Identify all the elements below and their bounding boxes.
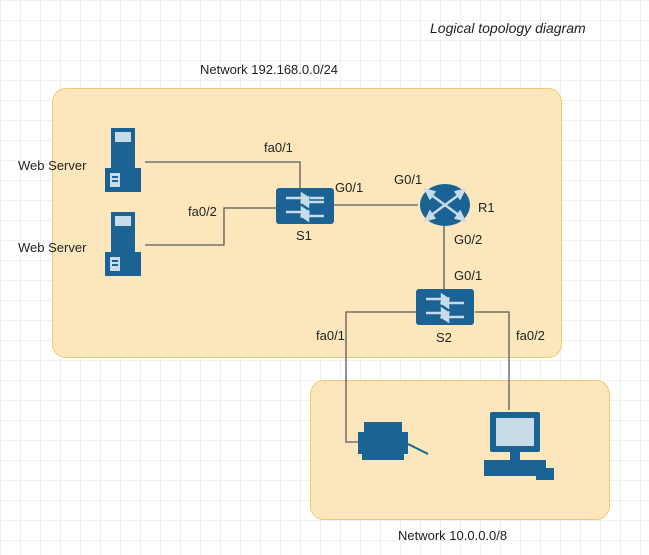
- edge-label-web1-s1: fa0/1: [264, 140, 293, 155]
- node-switch-s1: [276, 188, 334, 229]
- switch-icon: [276, 188, 334, 224]
- printer-icon: [358, 422, 430, 466]
- edge-label-s2-r1: G0/1: [454, 268, 482, 283]
- region-net2: [310, 380, 610, 520]
- region-net2-label: Network 10.0.0.0/8: [398, 528, 507, 543]
- diagram-canvas: Logical topology diagram Network 192.168…: [0, 0, 649, 555]
- node-switch-s2-label: S2: [436, 330, 452, 345]
- server-icon: [105, 212, 149, 282]
- node-web-server-1: [105, 128, 149, 203]
- edge-label-r1-s2: G0/2: [454, 232, 482, 247]
- node-router-r1: [418, 182, 472, 233]
- switch-icon: [416, 289, 474, 325]
- edge-label-s1-r1: G0/1: [335, 180, 363, 195]
- node-pc: [480, 408, 558, 491]
- pc-icon: [480, 408, 558, 486]
- edge-label-s2-printer: fa0/1: [316, 328, 345, 343]
- server-icon: [105, 128, 149, 198]
- router-icon: [418, 182, 472, 228]
- edge-label-web2-s1: fa0/2: [188, 204, 217, 219]
- node-web-server-1-label: Web Server: [18, 158, 86, 173]
- node-router-r1-label: R1: [478, 200, 495, 215]
- node-switch-s1-label: S1: [296, 228, 312, 243]
- node-switch-s2: [416, 289, 474, 330]
- node-web-server-2: [105, 212, 149, 287]
- region-net1-label: Network 192.168.0.0/24: [200, 62, 338, 77]
- node-printer: [358, 422, 430, 471]
- edge-label-s2-pc: fa0/2: [516, 328, 545, 343]
- diagram-title: Logical topology diagram: [430, 20, 586, 36]
- node-web-server-2-label: Web Server: [18, 240, 86, 255]
